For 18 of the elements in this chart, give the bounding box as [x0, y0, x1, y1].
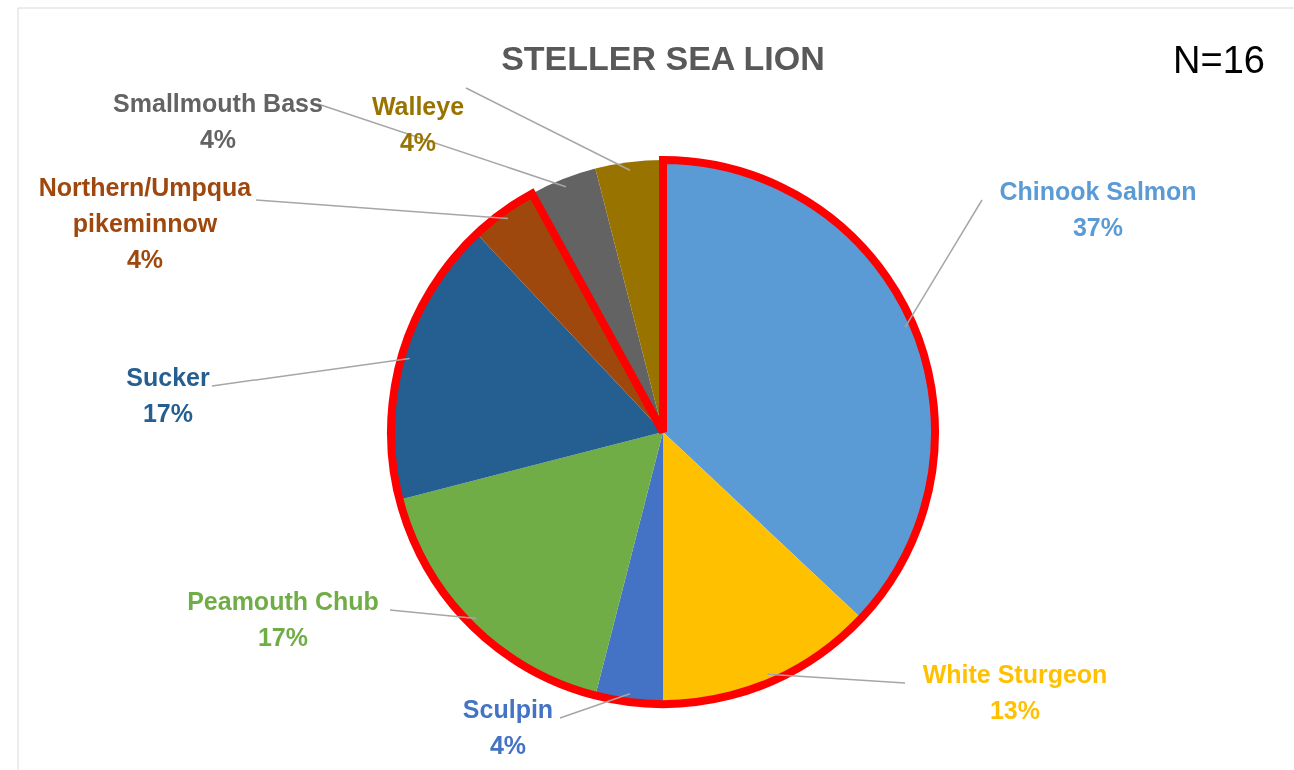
slice-label: Smallmouth Bass [113, 89, 323, 117]
slice-label: Sculpin [462, 695, 554, 723]
data-label: 4% [399, 128, 437, 156]
data-label: 37% [1072, 213, 1124, 241]
text: N=16 [1173, 39, 1265, 81]
data-label: 17% [257, 623, 309, 651]
data-label: 4% [489, 731, 527, 759]
slice-label: Chinook Salmon [999, 177, 1197, 205]
slice-label: Sucker [126, 363, 210, 391]
slice-label: Walleye [371, 92, 465, 120]
data-label: 17% [142, 399, 194, 427]
slice-label: White Sturgeon [922, 660, 1108, 688]
data-label: 4% [199, 125, 237, 153]
data-label: 4% [126, 245, 164, 273]
slice-label: Peamouth Chub [187, 587, 379, 615]
slice-label: Northern/Umpqua pikeminnow [38, 173, 253, 237]
data-label: 13% [989, 696, 1041, 724]
chart-title: STELLER SEA LION [501, 39, 825, 77]
